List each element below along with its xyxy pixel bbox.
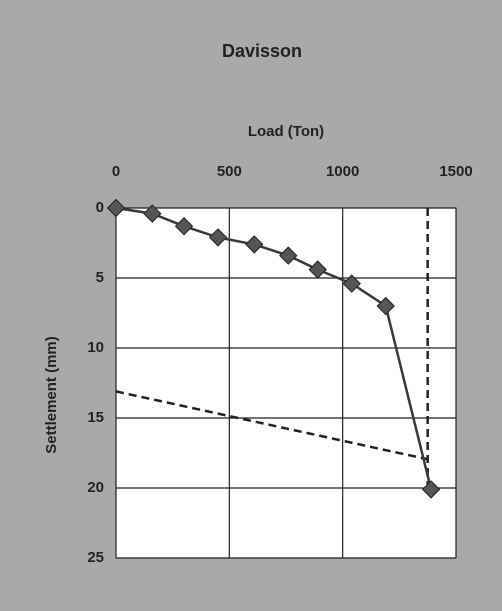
x-tick-label: 0 xyxy=(112,163,120,180)
y-tick-label: 5 xyxy=(96,269,104,286)
data-point xyxy=(208,228,228,247)
data-point xyxy=(143,204,162,223)
data-point xyxy=(106,198,126,218)
y-tick-label: 0 xyxy=(96,199,104,216)
x-tick-label: 500 xyxy=(217,163,242,180)
y-axis-label: Settlement (mm) xyxy=(43,336,60,454)
reference-line xyxy=(115,390,432,462)
data-point xyxy=(279,246,298,265)
series-line xyxy=(115,206,433,490)
data-point xyxy=(308,260,327,279)
data-point xyxy=(376,296,395,316)
data-point xyxy=(245,235,264,254)
data-point xyxy=(421,480,441,499)
x-tick-label: 1500 xyxy=(439,163,472,180)
chart-title: Davisson xyxy=(222,41,302,61)
y-tick-label: 15 xyxy=(87,409,104,426)
x-tick-label: 1000 xyxy=(326,163,359,180)
y-tick-label: 10 xyxy=(87,339,104,356)
x-axis-label: Load (Ton) xyxy=(248,123,324,140)
y-tick-label: 20 xyxy=(87,479,104,496)
y-tick-label: 25 xyxy=(87,549,104,566)
data-point xyxy=(174,217,194,236)
plot-area xyxy=(115,207,457,559)
data-point xyxy=(342,274,361,293)
